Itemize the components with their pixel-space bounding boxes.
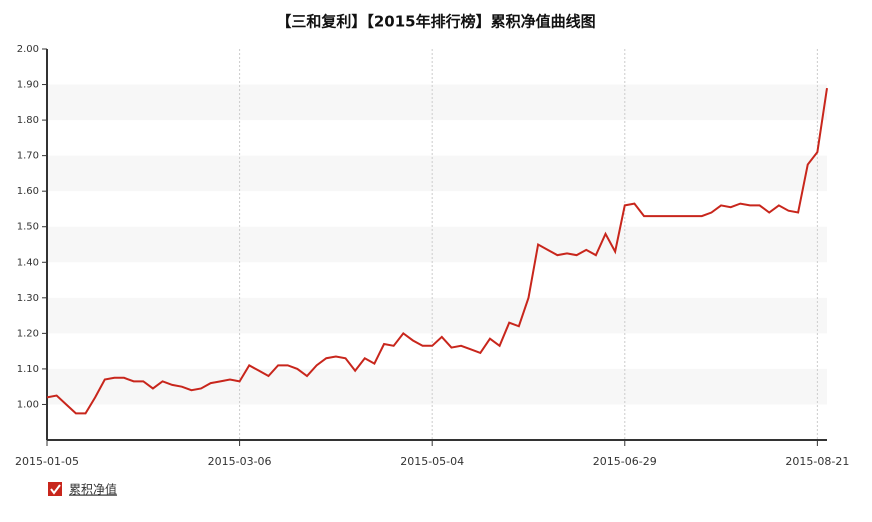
x-tick-label: 2015-08-21 (785, 455, 849, 468)
x-tick-label: 2015-05-04 (400, 455, 464, 468)
y-tick-label: 1.20 (17, 328, 39, 339)
line (46, 87, 828, 415)
legend-item[interactable]: 累积净值 (48, 482, 117, 497)
y-tick-label: 1.10 (17, 364, 39, 375)
y-tick-label: 1.90 (17, 80, 39, 91)
y-tick-label: 1.40 (17, 257, 39, 268)
y-tick-label: 2.00 (17, 44, 39, 55)
y-tick-label: 1.80 (17, 115, 39, 126)
y-tick-label: 1.50 (17, 222, 39, 233)
legend-swatch (48, 482, 62, 496)
y-tick-label: 1.30 (17, 293, 39, 304)
x-tick-label: 2015-01-05 (15, 455, 79, 468)
band (47, 368, 827, 405)
x-tick-label: 2015-03-06 (208, 455, 272, 468)
y-tick-label: 1.00 (17, 399, 39, 410)
band (47, 226, 827, 263)
band (47, 84, 827, 121)
band (47, 155, 827, 192)
legend-label: 累积净值 (69, 482, 117, 497)
band (47, 297, 827, 334)
chart-title: 【三和复利】【2015年排行榜】累积净值曲线图 (276, 13, 595, 31)
y-tick-label: 1.70 (17, 151, 39, 162)
x-tick-label: 2015-06-29 (593, 455, 657, 468)
legend-check (50, 484, 61, 495)
y-tick-label: 1.60 (17, 186, 39, 197)
